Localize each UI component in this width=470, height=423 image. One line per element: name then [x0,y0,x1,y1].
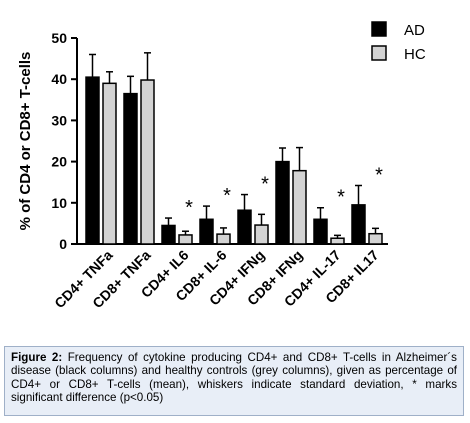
caption-label: Figure 2: [11,351,63,364]
bar-hc [140,79,155,245]
bar-hc [330,237,345,245]
bar-ad [85,76,100,245]
y-tick-label: 20 [51,154,67,170]
significance-marker: * [185,197,193,219]
y-tick-label: 10 [51,195,67,211]
caption-text: Frequency of cytokine producing CD4+ and… [11,351,457,405]
figure-caption: Figure 2: Frequency of cytokine producin… [4,346,464,416]
legend-swatch-hc [371,45,387,61]
y-tick-label: 0 [59,236,67,252]
bar-hc [216,233,231,245]
bar-hc [292,169,307,245]
significance-marker: * [337,187,345,209]
y-tick-label: 50 [51,30,67,46]
significance-marker: * [223,185,231,207]
y-tick-label: 40 [51,71,67,87]
legend-swatch-ad [371,21,387,37]
bar-chart-figure: 0 10 20 30 40 50% of CD4 or CD8+ T-cells CD4+ … [17,21,426,311]
bar-ad [161,224,176,245]
significance-marker: * [375,164,383,186]
bar-ad [237,209,252,245]
legend-label-hc: HC [404,46,426,63]
bar-hc [178,234,193,245]
bar-hc [102,82,117,245]
bar-ad [199,218,214,245]
bar-hc [254,224,269,245]
y-tick-label: 30 [51,112,67,128]
bar-ad [123,92,138,245]
legend-label-ad: AD [404,22,425,39]
y-axis-label: % of CD4 or CD8+ T-cells [17,52,34,231]
bar-ad [275,160,290,245]
bar-ad [351,204,366,245]
significance-marker: * [261,174,269,196]
bar-ad [313,218,328,245]
bar-hc [368,232,383,245]
